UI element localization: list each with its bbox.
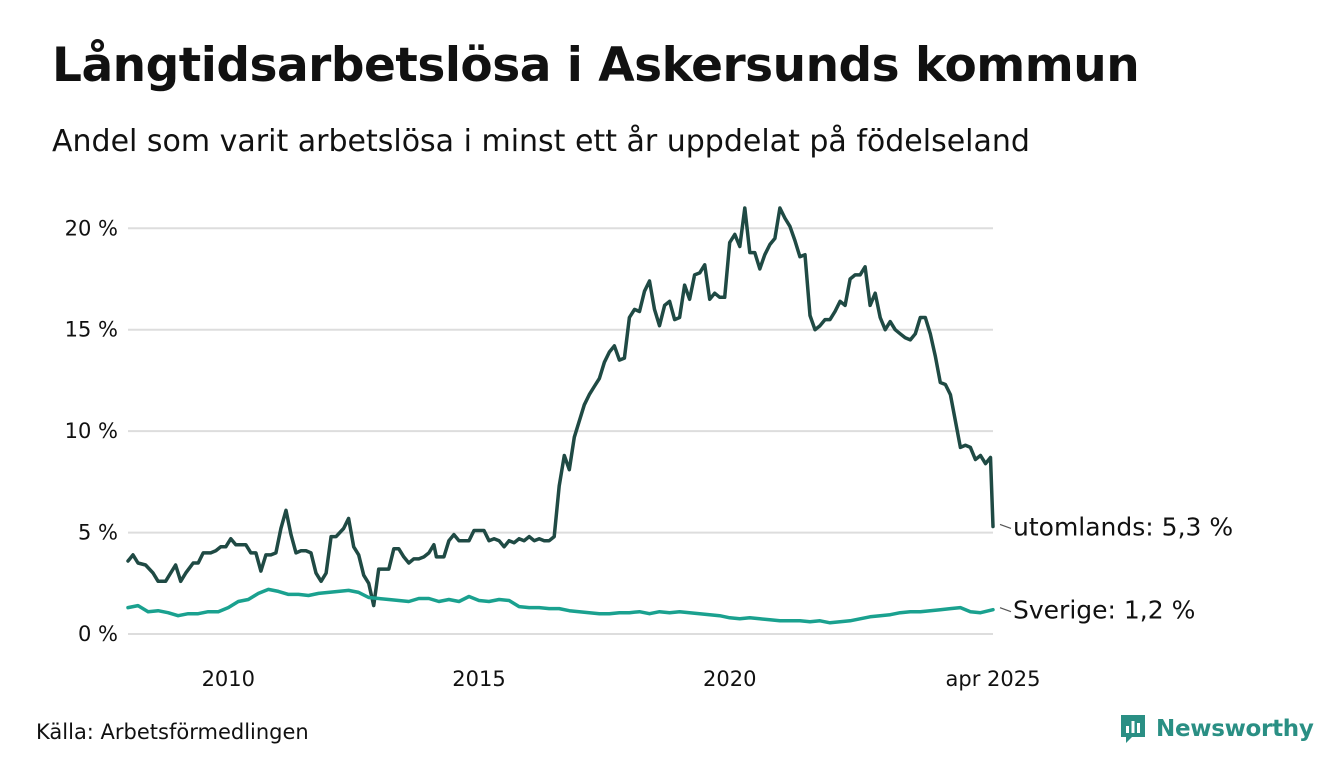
x-tick-label: 2015 — [452, 667, 505, 691]
chart-title: Långtidsarbetslösa i Askersunds kommun — [52, 38, 1140, 93]
y-tick-label: 10 % — [65, 419, 118, 443]
end-label-0: utomlands: 5,3 % — [1013, 512, 1233, 541]
brand-name: Newsworthy — [1156, 716, 1314, 742]
x-tick-label: 2010 — [202, 667, 255, 691]
series-line-0 — [126, 206, 995, 608]
series-line-1 — [126, 587, 995, 625]
end-label-1: Sverige: 1,2 % — [1013, 596, 1195, 625]
end-label-leader-1 — [999, 607, 1012, 613]
brand-logo: Newsworthy — [1118, 712, 1314, 746]
y-tick-label: 15 % — [65, 318, 118, 342]
y-tick-label: 5 % — [78, 521, 118, 545]
newsworthy-logo-icon — [1121, 715, 1145, 743]
y-tick-label: 0 % — [78, 622, 118, 646]
end-label-leader-0 — [999, 523, 1012, 530]
x-tick-label: apr 2025 — [946, 667, 1041, 691]
source-credit: Källa: Arbetsförmedlingen — [36, 720, 309, 744]
y-tick-label: 20 % — [65, 216, 118, 240]
x-tick-label: 2020 — [703, 667, 756, 691]
chart-subtitle: Andel som varit arbetslösa i minst ett å… — [52, 124, 1030, 159]
